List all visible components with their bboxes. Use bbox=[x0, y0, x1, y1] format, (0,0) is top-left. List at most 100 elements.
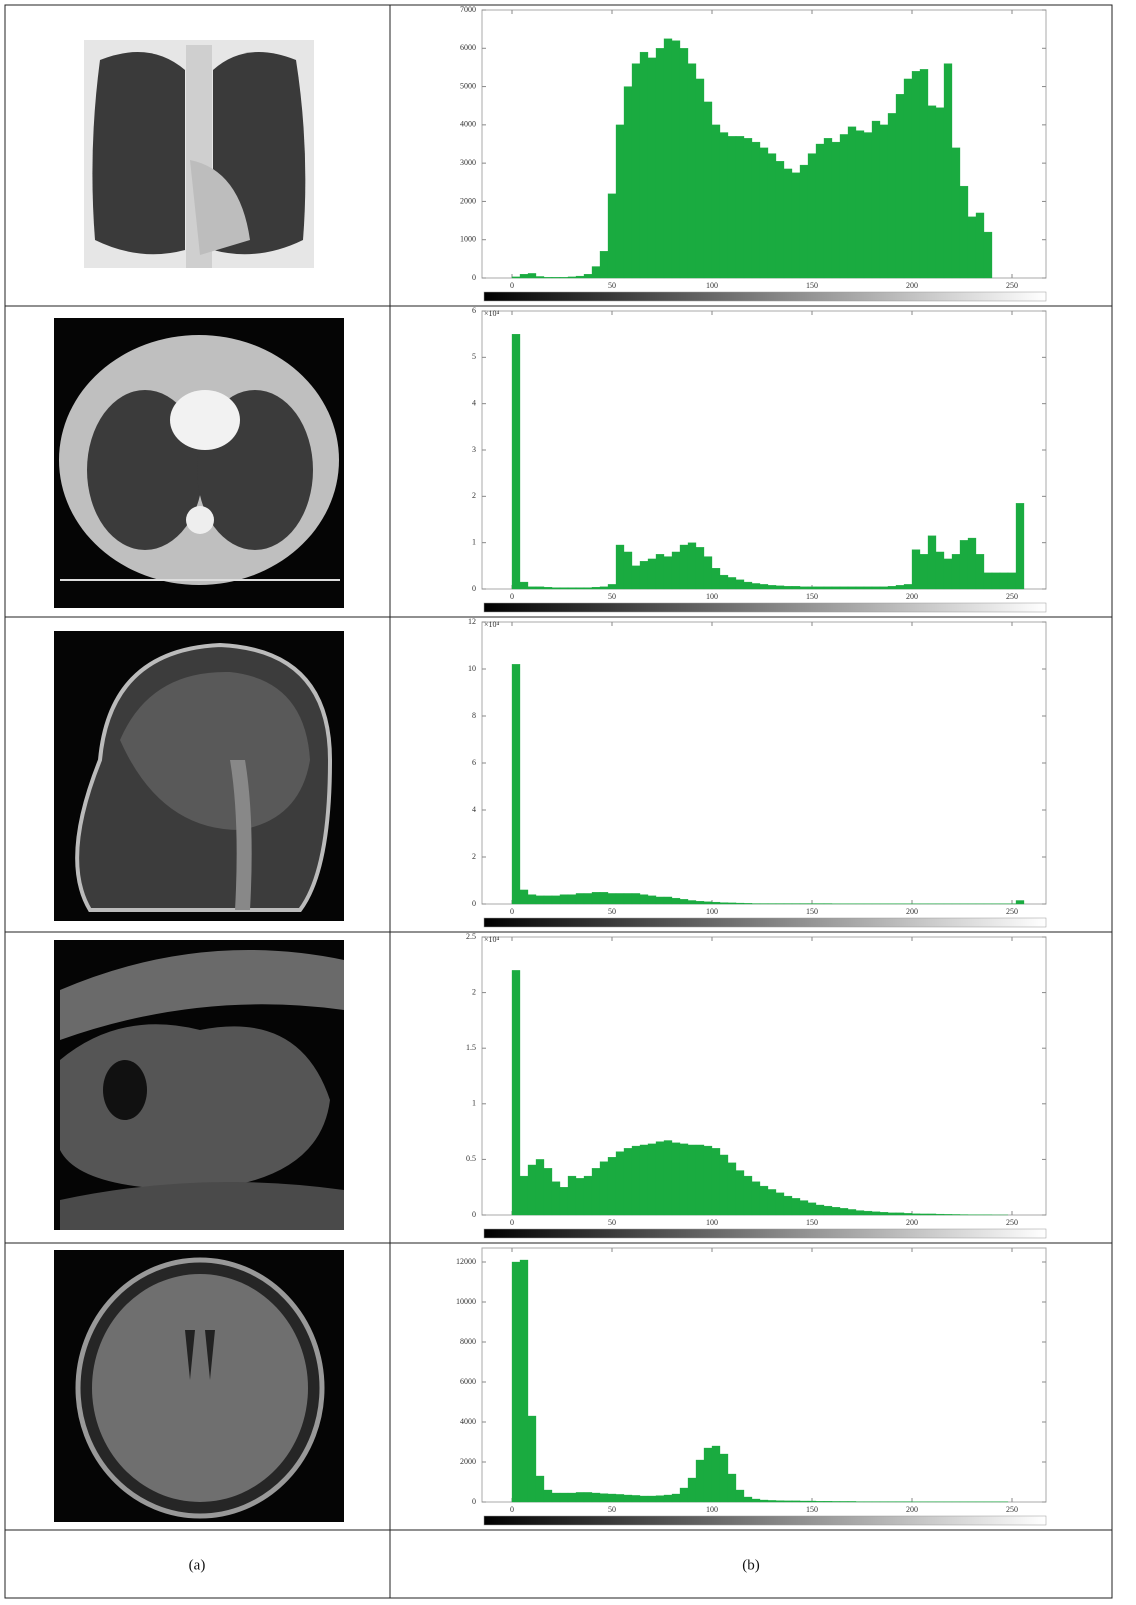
bar bbox=[584, 274, 592, 278]
bar bbox=[672, 1143, 680, 1215]
bar bbox=[928, 1214, 936, 1215]
bar bbox=[520, 1260, 528, 1502]
y-tick-label: 0 bbox=[472, 273, 476, 282]
x-tick-label: 150 bbox=[806, 1505, 818, 1514]
bar bbox=[640, 1145, 648, 1215]
bar bbox=[608, 584, 616, 589]
bar bbox=[824, 1206, 832, 1215]
page: (a) (b) 01000200030004000500060007000050… bbox=[0, 0, 1136, 1605]
bar bbox=[744, 903, 752, 904]
bar bbox=[648, 559, 656, 589]
bar bbox=[728, 903, 736, 904]
y-tick-label: 0 bbox=[472, 1210, 476, 1219]
y-tick-label: 8 bbox=[472, 711, 476, 720]
x-tick-label: 0 bbox=[510, 907, 514, 916]
bar bbox=[592, 587, 600, 589]
bar bbox=[832, 1501, 840, 1502]
bar bbox=[896, 585, 904, 589]
colorbar bbox=[484, 292, 1046, 301]
bar bbox=[760, 1500, 768, 1502]
bar bbox=[816, 587, 824, 589]
bar bbox=[832, 142, 840, 278]
bar bbox=[560, 895, 568, 904]
y-tick-label: 5000 bbox=[460, 81, 476, 90]
bar bbox=[824, 587, 832, 589]
bar bbox=[600, 251, 608, 278]
bar bbox=[688, 1145, 696, 1215]
bar bbox=[880, 587, 888, 589]
bar bbox=[592, 1168, 600, 1215]
bar bbox=[656, 897, 664, 904]
x-tick-label: 0 bbox=[510, 1218, 514, 1227]
bar bbox=[992, 573, 1000, 589]
bar bbox=[608, 194, 616, 278]
bar bbox=[608, 893, 616, 904]
bar bbox=[928, 106, 936, 278]
bar bbox=[608, 1157, 616, 1215]
bar bbox=[656, 48, 664, 278]
bar bbox=[776, 161, 784, 278]
bar bbox=[512, 334, 520, 589]
bar bbox=[776, 586, 784, 589]
bar bbox=[664, 1495, 672, 1502]
y-tick-label: 6 bbox=[472, 306, 476, 315]
x-tick-label: 150 bbox=[806, 1218, 818, 1227]
bar bbox=[664, 557, 672, 589]
y-tick-label: 7000 bbox=[460, 5, 476, 14]
bar bbox=[976, 554, 984, 589]
y-tick-label: 12000 bbox=[456, 1257, 476, 1266]
y-tick-label: 4 bbox=[472, 805, 476, 814]
bar bbox=[520, 890, 528, 904]
bar bbox=[824, 1501, 832, 1502]
bar bbox=[728, 1163, 736, 1215]
y-tick-label: 0 bbox=[472, 1497, 476, 1506]
bar bbox=[592, 267, 600, 278]
bar bbox=[640, 1496, 648, 1502]
y-tick-label: 2 bbox=[472, 852, 476, 861]
bar bbox=[744, 138, 752, 278]
x-tick-label: 250 bbox=[1006, 1218, 1018, 1227]
bar bbox=[944, 1214, 952, 1215]
bar bbox=[896, 1213, 904, 1215]
bar bbox=[960, 186, 968, 278]
y-tick-label: 6 bbox=[472, 758, 476, 767]
bar bbox=[568, 895, 576, 904]
bar bbox=[936, 552, 944, 589]
bar bbox=[632, 1495, 640, 1502]
bar bbox=[584, 1492, 592, 1502]
bar bbox=[616, 1494, 624, 1502]
bar bbox=[816, 1501, 824, 1502]
bar bbox=[704, 102, 712, 278]
colorbar bbox=[484, 603, 1046, 612]
bar bbox=[688, 1478, 696, 1502]
bar bbox=[512, 1262, 520, 1502]
bar bbox=[536, 1159, 544, 1215]
ct-image bbox=[54, 318, 344, 608]
bar bbox=[952, 554, 960, 589]
x-tick-label: 0 bbox=[510, 1505, 514, 1514]
figure: (a) (b) 01000200030004000500060007000050… bbox=[0, 0, 1136, 1600]
bar bbox=[744, 1497, 752, 1502]
x-tick-label: 200 bbox=[906, 592, 918, 601]
bar bbox=[624, 1148, 632, 1215]
bar bbox=[888, 113, 896, 278]
y-tick-label: 10 bbox=[468, 664, 476, 673]
x-tick-label: 150 bbox=[806, 907, 818, 916]
chest-xray-image bbox=[84, 40, 314, 268]
x-tick-label: 50 bbox=[608, 1218, 616, 1227]
y-multiplier: ×10⁴ bbox=[484, 935, 500, 944]
bar bbox=[800, 1501, 808, 1502]
bar bbox=[552, 1493, 560, 1502]
bar bbox=[648, 58, 656, 278]
bar bbox=[696, 901, 704, 904]
bar bbox=[688, 900, 696, 904]
bar bbox=[808, 1501, 816, 1502]
y-tick-label: 1.5 bbox=[466, 1043, 476, 1052]
x-tick-label: 200 bbox=[906, 1218, 918, 1227]
bar bbox=[576, 1178, 584, 1215]
bar bbox=[896, 94, 904, 278]
bar bbox=[600, 892, 608, 904]
